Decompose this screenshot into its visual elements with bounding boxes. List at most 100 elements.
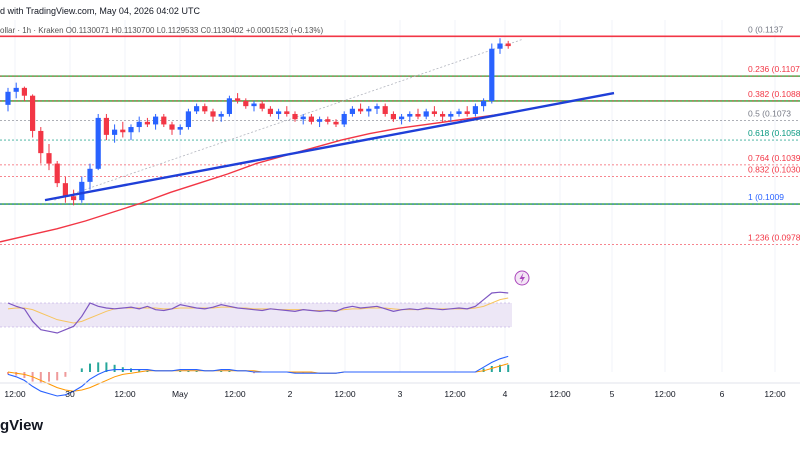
- candle-body: [251, 103, 257, 107]
- rsi-panel: [0, 291, 512, 334]
- candle-body: [161, 116, 167, 125]
- rsi-line: [7, 291, 509, 334]
- candle-body: [456, 111, 462, 114]
- support-trend-line: [44, 91, 615, 202]
- candle-body: [128, 127, 134, 133]
- fib-label: 0.618 (0.1058: [748, 128, 800, 138]
- published-line: d with TradingView.com, May 04, 2026 04:…: [0, 6, 200, 16]
- x-tick-label: 4: [503, 389, 508, 399]
- candle-body: [399, 116, 405, 120]
- ma-line: [0, 111, 513, 243]
- candle-body: [46, 153, 52, 164]
- candle-body: [54, 163, 60, 184]
- candle-body: [349, 108, 355, 114]
- lightning-icon[interactable]: [514, 270, 530, 286]
- candle-body: [481, 100, 487, 107]
- candle-body: [325, 119, 331, 122]
- x-tick-label: 12:00: [764, 389, 786, 399]
- x-tick-label: 12:00: [654, 389, 676, 399]
- candle-body: [62, 183, 68, 197]
- candle-body: [431, 111, 437, 114]
- candle-body: [185, 111, 191, 128]
- candle-body: [267, 108, 273, 114]
- candle-body: [284, 111, 290, 114]
- candle-body: [194, 106, 200, 112]
- x-tick-label: 5: [610, 389, 615, 399]
- macd-panel: [7, 355, 510, 397]
- candle-body: [21, 87, 27, 96]
- candle-body: [95, 117, 101, 169]
- x-tick-label: May: [172, 389, 189, 399]
- candle-body: [407, 113, 413, 117]
- candle-body: [448, 113, 454, 117]
- candle-body: [308, 116, 314, 122]
- candle-body: [317, 119, 323, 122]
- candle-body: [497, 43, 503, 49]
- grid-lines: [14, 20, 776, 372]
- moving-average: [0, 111, 513, 243]
- tradingview-logo: gView: [0, 417, 44, 434]
- x-axis: 12:00 30 12:00 May 12:00 2 12:00 3 12:00 4 12:00 5 1…: [0, 382, 800, 399]
- candle-body: [358, 108, 364, 112]
- rsi-band: [0, 303, 512, 327]
- candle-body: [136, 121, 142, 128]
- x-tick-label: 12:00: [549, 389, 571, 399]
- candle-body: [71, 196, 77, 201]
- x-tick-label: 2: [288, 389, 293, 399]
- candle-body: [489, 48, 495, 101]
- rsi-ma-line: [7, 297, 509, 324]
- fib-label: 0.764 (0.1039: [748, 153, 800, 163]
- macd-line: [7, 355, 509, 397]
- x-tick-label: 3: [398, 389, 403, 399]
- x-tick-label: 6: [720, 389, 725, 399]
- candle-body: [374, 106, 380, 109]
- candle-body: [235, 98, 241, 101]
- fib-label: 0 (0.1137: [748, 24, 784, 34]
- fib-label: 0.236 (0.1107: [748, 64, 800, 74]
- macd-signal-line: [7, 363, 509, 392]
- candle-body: [300, 116, 306, 120]
- candle-body: [276, 111, 282, 114]
- candle-body: [440, 113, 446, 117]
- candle-body: [144, 121, 150, 125]
- symbol-info: ollar · 1h · Kraken O0.1130071 H0.113070…: [0, 26, 324, 35]
- x-tick-label: 12:00: [444, 389, 466, 399]
- x-tick-label: 12:00: [114, 389, 136, 399]
- candlesticks: [5, 38, 511, 206]
- candle-body: [243, 100, 249, 107]
- x-tick-label: 30: [65, 389, 75, 399]
- fib-label: 1.236 (0.0978: [748, 233, 800, 243]
- candle-body: [202, 106, 208, 112]
- x-tick-label: 12:00: [224, 389, 246, 399]
- candle-body: [177, 127, 183, 130]
- candle-body: [38, 130, 44, 154]
- candle-body: [382, 106, 388, 114]
- fibonacci-levels: 0 (0.1137 0.236 (0.1107 0.382 (0.1088 0.5 (…: [0, 24, 800, 245]
- candle-body: [169, 124, 175, 130]
- candle-body: [79, 181, 85, 201]
- candle-body: [153, 116, 159, 125]
- candle-body: [30, 95, 36, 131]
- candle-body: [472, 106, 478, 114]
- x-tick-label: 12:00: [334, 389, 356, 399]
- candle-body: [87, 168, 93, 182]
- candle-body: [218, 113, 224, 117]
- candle-body: [505, 43, 511, 47]
- candle-body: [341, 113, 347, 125]
- lightning-bolt: [519, 272, 525, 284]
- candle-body: [292, 113, 298, 120]
- candle-body: [103, 117, 109, 135]
- candle-body: [415, 113, 421, 117]
- candle-body: [259, 103, 265, 109]
- candle-body: [366, 108, 372, 112]
- fib-label: 0.832 (0.1030: [748, 165, 800, 175]
- candle-body: [5, 91, 11, 105]
- candle-body: [226, 98, 232, 114]
- x-tick-label: 12:00: [4, 389, 26, 399]
- candle-body: [423, 111, 429, 117]
- candle-body: [120, 129, 126, 133]
- trend-line: [44, 91, 615, 202]
- candle-body: [390, 113, 396, 120]
- candle-body: [464, 111, 470, 114]
